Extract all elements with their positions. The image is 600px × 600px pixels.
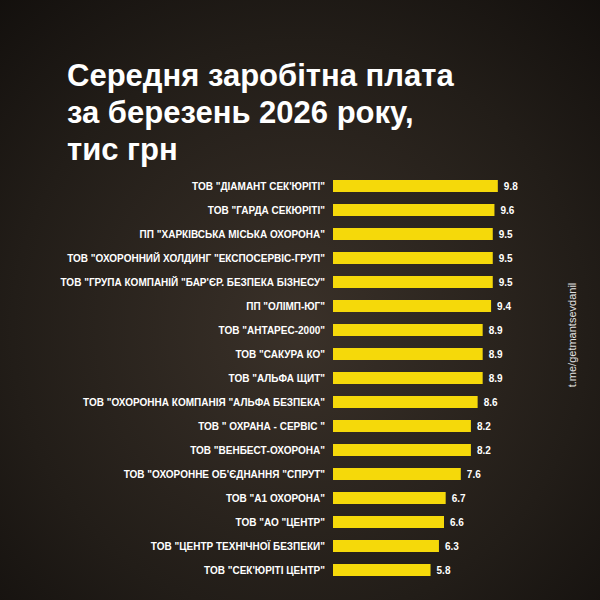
svg-text:9.5: 9.5 bbox=[499, 253, 513, 264]
svg-text:8.2: 8.2 bbox=[477, 421, 491, 432]
svg-text:6.6: 6.6 bbox=[450, 517, 464, 528]
svg-text:9.5: 9.5 bbox=[499, 229, 513, 240]
svg-text:ТОВ "САКУРА КО": ТОВ "САКУРА КО" bbox=[235, 349, 325, 360]
svg-text:8.9: 8.9 bbox=[489, 373, 503, 384]
svg-text:ТОВ "АНТАРЕС-2000": ТОВ "АНТАРЕС-2000" bbox=[219, 325, 326, 336]
svg-text:ТОВ "ЦЕНТР ТЕХНІЧНОЇ БЕЗПЕКИ": ТОВ "ЦЕНТР ТЕХНІЧНОЇ БЕЗПЕКИ" bbox=[151, 540, 325, 552]
svg-text:ТОВ "ОХОРОННА КОМПАНІЯ "АЛЬФА: ТОВ "ОХОРОННА КОМПАНІЯ "АЛЬФА БЕЗПЕКА" bbox=[83, 397, 325, 408]
svg-text:8.2: 8.2 bbox=[477, 445, 491, 456]
svg-text:ТОВ "ГРУПА КОМПАНІЙ "БАР'ЄР. Б: ТОВ "ГРУПА КОМПАНІЙ "БАР'ЄР. БЕЗПЕКА БІЗ… bbox=[61, 276, 326, 288]
svg-text:ТОВ "ВЕНБЕСТ-ОХОРОНА": ТОВ "ВЕНБЕСТ-ОХОРОНА" bbox=[190, 445, 325, 456]
svg-text:ТОВ "АЛЬФА ЩИТ": ТОВ "АЛЬФА ЩИТ" bbox=[229, 373, 326, 384]
svg-text:ТОВ " ОХРАНА - СЕРВІС ": ТОВ " ОХРАНА - СЕРВІС " bbox=[198, 421, 325, 432]
svg-text:тис грн: тис грн bbox=[67, 132, 178, 167]
svg-text:9.5: 9.5 bbox=[499, 277, 513, 288]
svg-text:ТОВ "ОХОРОННЕ ОБ'ЄДНАННЯ "СПРУ: ТОВ "ОХОРОННЕ ОБ'ЄДНАННЯ "СПРУТ" bbox=[124, 469, 326, 480]
svg-text:ТОВ "А1 ОХОРОНА": ТОВ "А1 ОХОРОНА" bbox=[226, 493, 325, 504]
svg-text:8.6: 8.6 bbox=[484, 397, 498, 408]
svg-text:t.me/getmantsevdanil: t.me/getmantsevdanil bbox=[566, 283, 578, 388]
svg-text:ТОВ "ГАРДА СЕКЮРІТІ": ТОВ "ГАРДА СЕКЮРІТІ" bbox=[208, 205, 325, 216]
svg-text:6.7: 6.7 bbox=[452, 493, 466, 504]
svg-text:ПП "ХАРКІВСЬКА МІСЬКА ОХОРОНА": ПП "ХАРКІВСЬКА МІСЬКА ОХОРОНА" bbox=[140, 229, 326, 240]
svg-text:5.8: 5.8 bbox=[437, 565, 451, 576]
svg-text:7.6: 7.6 bbox=[467, 469, 481, 480]
svg-text:9.6: 9.6 bbox=[500, 205, 514, 216]
svg-text:8.9: 8.9 bbox=[489, 349, 503, 360]
svg-text:Середня заробітна плата: Середня заробітна плата bbox=[67, 58, 454, 93]
svg-text:ПП "ОЛІМП-ЮГ": ПП "ОЛІМП-ЮГ" bbox=[246, 301, 325, 312]
svg-text:9.8: 9.8 bbox=[504, 181, 518, 192]
svg-text:за березень 2026 року,: за березень 2026 року, bbox=[67, 95, 414, 130]
svg-text:ТОВ "ДІАМАНТ СЕК'ЮРІТІ": ТОВ "ДІАМАНТ СЕК'ЮРІТІ" bbox=[192, 181, 325, 192]
svg-text:6.3: 6.3 bbox=[445, 541, 459, 552]
svg-text:9.4: 9.4 bbox=[497, 301, 511, 312]
svg-text:ТОВ "СЕК'ЮРІТІ ЦЕНТР": ТОВ "СЕК'ЮРІТІ ЦЕНТР" bbox=[204, 565, 325, 576]
svg-text:ТОВ "ОХОРОННИЙ ХОЛДИНГ "ЕКСПОС: ТОВ "ОХОРОННИЙ ХОЛДИНГ "ЕКСПОСЕРВІС-ГРУП… bbox=[67, 252, 325, 264]
svg-text:ТОВ "АО "ЦЕНТР": ТОВ "АО "ЦЕНТР" bbox=[236, 517, 326, 528]
svg-text:8.9: 8.9 bbox=[489, 325, 503, 336]
